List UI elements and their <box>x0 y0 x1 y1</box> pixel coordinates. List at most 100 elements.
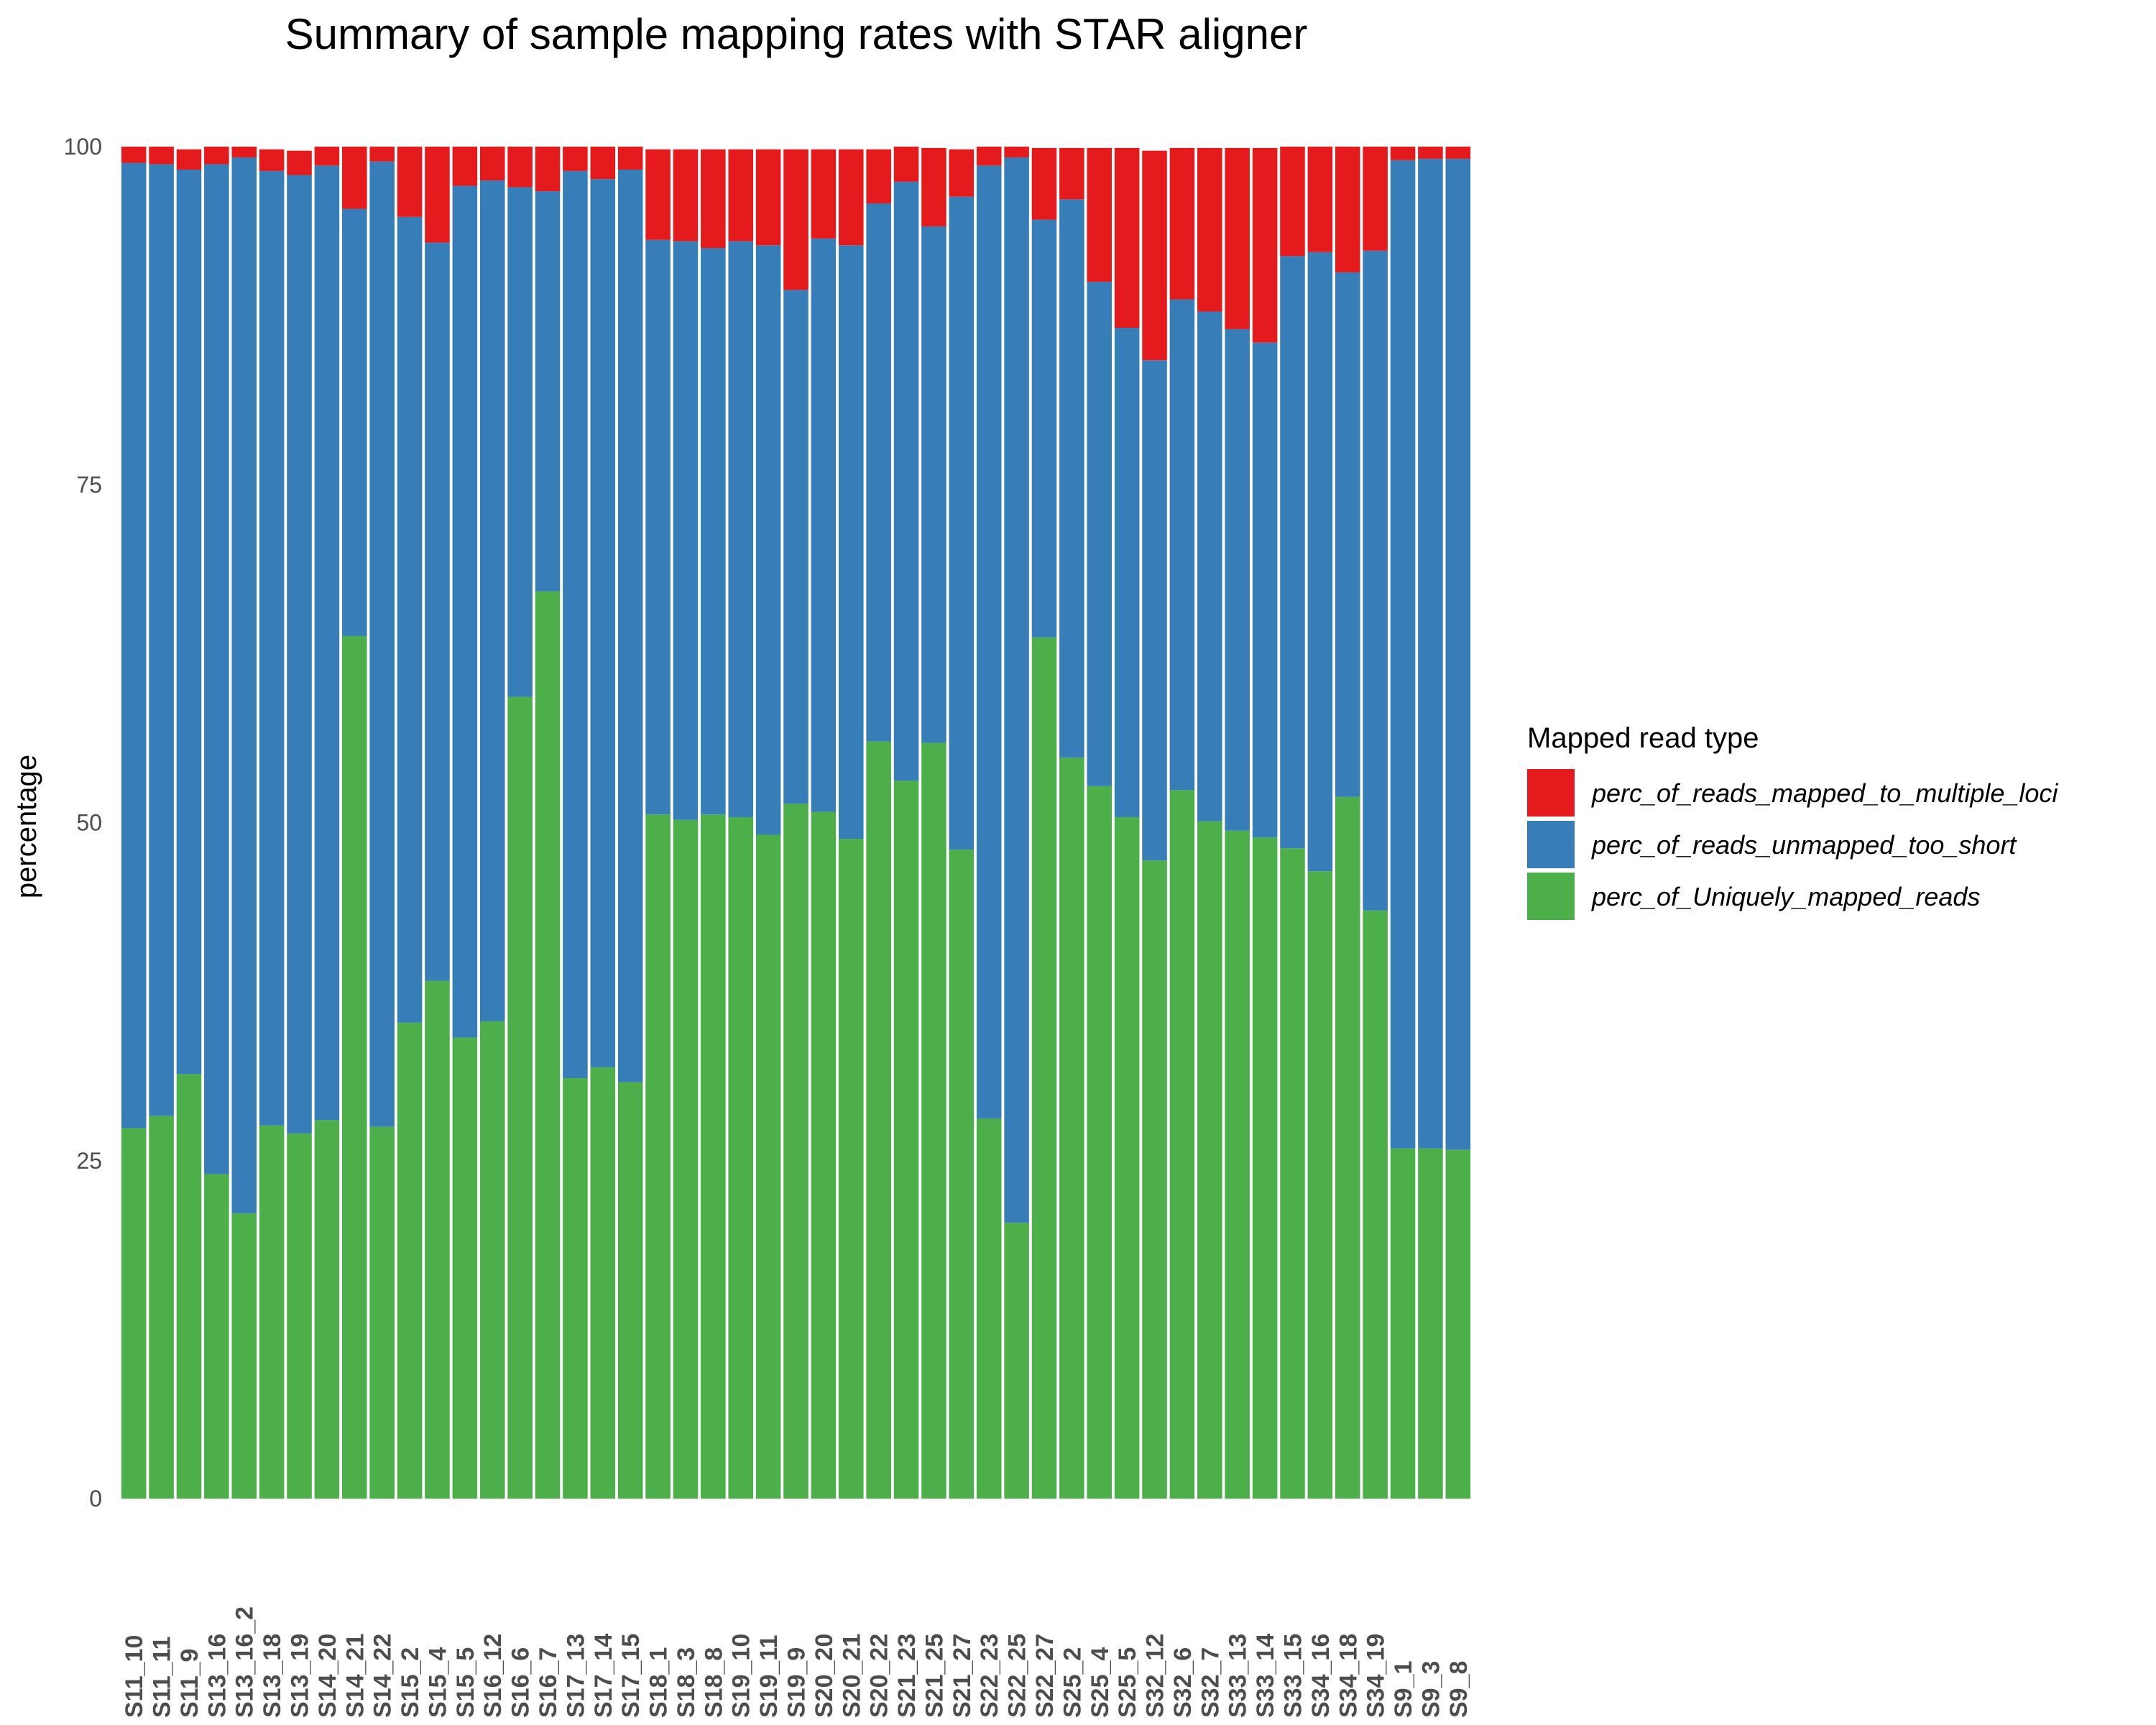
bar-unmapped-too-short-S33_15 <box>1280 256 1305 849</box>
bar-uniquely-S25_2 <box>1059 758 1084 1499</box>
x-tick-label: S33_15 <box>1279 1634 1307 1718</box>
bar-unmapped-too-short-S14_20 <box>314 165 340 1121</box>
bar-unmapped-too-short-S25_4 <box>1087 282 1112 786</box>
bar-multiple-loci-S17_15 <box>617 147 643 170</box>
bar-unmapped-too-short-S25_5 <box>1114 328 1140 817</box>
bar-uniquely-S18_1 <box>645 814 671 1499</box>
bar-unmapped-too-short-S21_25 <box>921 226 946 743</box>
x-tick-label: S20_20 <box>811 1634 838 1718</box>
bar-uniquely-S11_10 <box>121 1128 147 1499</box>
bar-uniquely-S22_25 <box>1004 1223 1029 1499</box>
bar-unmapped-too-short-S34_16 <box>1307 252 1333 872</box>
x-tick-label: S22_23 <box>976 1634 1003 1718</box>
bar-multiple-loci-S15_5 <box>452 147 478 186</box>
bar-multiple-loci-S32_12 <box>1142 150 1167 361</box>
bar-unmapped-too-short-S16_12 <box>479 180 505 1022</box>
bar-uniquely-S17_14 <box>590 1067 616 1499</box>
x-axis-ticks: S11_10 S11_11 S11_9 S13_16 S13_16_2 S13_18 S13… <box>121 1606 1473 1718</box>
bar-multiple-loci-S18_3 <box>673 149 699 242</box>
x-tick-label: S15_2 <box>397 1647 424 1718</box>
bar-multiple-loci-S32_7 <box>1197 147 1222 312</box>
bar-unmapped-too-short-S33_14 <box>1252 342 1278 838</box>
bar-multiple-loci-S33_13 <box>1225 147 1250 329</box>
x-tick-label: S14_21 <box>341 1634 369 1718</box>
bar-uniquely-S11_11 <box>149 1116 174 1499</box>
bar-multiple-loci-S17_14 <box>590 147 616 180</box>
bar-uniquely-S20_22 <box>866 741 891 1499</box>
bar-uniquely-S16_7 <box>535 591 561 1499</box>
x-tick-label: S33_13 <box>1225 1634 1252 1718</box>
plot-area <box>121 147 1471 1499</box>
legend-label: perc_of_reads_unmapped_too_short <box>1591 830 2017 860</box>
x-tick-label: S9_1 <box>1390 1661 1417 1718</box>
legend-swatch <box>1527 769 1575 816</box>
bar-multiple-loci-S9_8 <box>1445 147 1471 159</box>
legend-title: Mapped read type <box>1527 722 1759 754</box>
bar-uniquely-S11_9 <box>176 1074 202 1499</box>
bar-unmapped-too-short-S11_11 <box>149 164 174 1116</box>
bar-multiple-loci-S13_16_2 <box>231 147 257 158</box>
x-tick-label: S25_2 <box>1059 1647 1086 1718</box>
bar-multiple-loci-S18_8 <box>701 149 726 249</box>
x-tick-label: S21_23 <box>893 1634 921 1718</box>
bar-unmapped-too-short-S22_27 <box>1031 219 1057 638</box>
bar-uniquely-S18_3 <box>673 819 699 1499</box>
x-tick-label: S25_5 <box>1114 1647 1141 1718</box>
bar-uniquely-S13_18 <box>259 1125 285 1499</box>
bar-multiple-loci-S9_1 <box>1390 147 1416 160</box>
bar-uniquely-S34_18 <box>1335 796 1360 1499</box>
bar-unmapped-too-short-S11_10 <box>121 162 147 1128</box>
bar-uniquely-S32_12 <box>1142 860 1167 1499</box>
x-tick-label: S34_16 <box>1307 1634 1335 1718</box>
legend: Mapped read type perc_of_reads_mapped_to… <box>1527 722 2058 920</box>
bar-unmapped-too-short-S14_22 <box>369 161 395 1127</box>
x-tick-label: S19_11 <box>755 1635 783 1718</box>
bar-unmapped-too-short-S17_15 <box>617 169 643 1082</box>
bar-unmapped-too-short-S19_11 <box>755 245 781 835</box>
bar-unmapped-too-short-S32_6 <box>1169 299 1195 791</box>
bar-unmapped-too-short-S18_1 <box>645 239 671 815</box>
bar-uniquely-S22_23 <box>976 1118 1002 1499</box>
bar-unmapped-too-short-S17_13 <box>563 170 588 1079</box>
x-tick-label: S17_14 <box>590 1634 617 1718</box>
bar-uniquely-S17_13 <box>563 1078 588 1499</box>
bar-unmapped-too-short-S21_27 <box>949 196 975 850</box>
x-tick-label: S32_12 <box>1142 1634 1169 1718</box>
bar-unmapped-too-short-S32_12 <box>1142 360 1167 861</box>
bar-multiple-loci-S19_11 <box>755 149 781 246</box>
bar-uniquely-S25_4 <box>1087 786 1112 1499</box>
bar-unmapped-too-short-S22_23 <box>976 165 1002 1119</box>
bar-multiple-loci-S11_10 <box>121 147 147 163</box>
x-tick-label: S16_7 <box>535 1647 562 1718</box>
x-tick-label: S21_27 <box>949 1634 976 1718</box>
legend-label: perc_of_reads_mapped_to_multiple_loci <box>1591 778 2058 808</box>
bar-unmapped-too-short-S16_7 <box>535 191 561 592</box>
bar-unmapped-too-short-S18_8 <box>701 248 726 815</box>
x-tick-label: S9_3 <box>1417 1661 1445 1718</box>
bar-uniquely-S14_20 <box>314 1120 340 1499</box>
bar-multiple-loci-S22_23 <box>976 147 1002 166</box>
bar-multiple-loci-S18_1 <box>645 149 671 240</box>
bar-uniquely-S13_19 <box>287 1133 312 1499</box>
bar-unmapped-too-short-S18_3 <box>673 241 699 820</box>
bar-unmapped-too-short-S13_16_2 <box>231 157 257 1214</box>
bar-uniquely-S9_3 <box>1418 1148 1443 1499</box>
bar-unmapped-too-short-S20_22 <box>866 203 891 742</box>
bar-unmapped-too-short-S16_6 <box>507 187 533 697</box>
x-tick-label: S11_10 <box>121 1635 148 1718</box>
bar-uniquely-S9_1 <box>1390 1148 1416 1499</box>
x-tick-label: S34_18 <box>1335 1634 1362 1718</box>
bar-unmapped-too-short-S13_19 <box>287 175 312 1134</box>
x-tick-label: S17_15 <box>617 1634 645 1718</box>
x-tick-label: S22_27 <box>1031 1634 1059 1718</box>
bar-multiple-loci-S25_4 <box>1087 147 1112 282</box>
bar-uniquely-S21_27 <box>949 850 975 1499</box>
bar-multiple-loci-S21_25 <box>921 147 946 226</box>
y-tick-label: 100 <box>64 134 102 160</box>
x-tick-label: S21_25 <box>921 1634 948 1718</box>
x-tick-label: S32_6 <box>1169 1647 1197 1718</box>
x-tick-label: S17_13 <box>562 1634 589 1718</box>
bar-unmapped-too-short-S21_23 <box>893 181 919 781</box>
bar-unmapped-too-short-S19_9 <box>783 290 808 804</box>
